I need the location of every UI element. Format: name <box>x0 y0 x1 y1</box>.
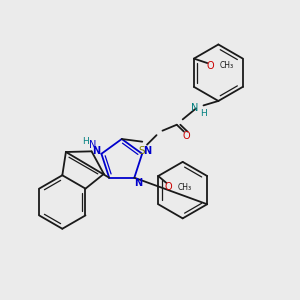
Text: O: O <box>182 131 190 141</box>
Text: H: H <box>82 137 88 146</box>
Text: CH₃: CH₃ <box>178 183 192 192</box>
Text: N: N <box>143 146 151 156</box>
Text: N: N <box>89 140 97 150</box>
Text: O: O <box>165 182 172 192</box>
Text: N: N <box>134 178 142 188</box>
Text: N: N <box>92 146 100 156</box>
Text: O: O <box>206 61 214 71</box>
Text: S: S <box>138 146 145 156</box>
Text: CH₃: CH₃ <box>220 61 234 70</box>
Text: H: H <box>200 109 207 118</box>
Text: N: N <box>191 103 198 113</box>
